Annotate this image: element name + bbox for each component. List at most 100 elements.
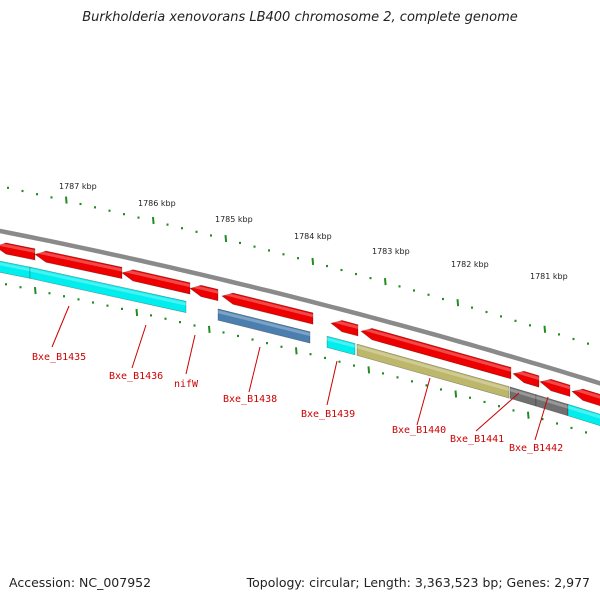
label-leader-line <box>131 324 147 369</box>
gene-arrow-red-body <box>330 320 359 337</box>
gene-bar-blue <box>217 308 311 344</box>
gene-arrow-red-body <box>221 292 314 325</box>
inner-tick <box>440 388 442 391</box>
gene-arrow-red <box>571 386 600 407</box>
scale-major-tick <box>152 216 155 225</box>
scale-dot <box>398 285 401 288</box>
gene-bar-cyan-body <box>326 335 356 356</box>
label-leader-line <box>185 334 196 375</box>
scale-dots <box>7 186 589 345</box>
gene-bar-cyan-highlight <box>30 268 186 306</box>
gene-label: Bxe_B1439 <box>301 409 355 420</box>
gene-arrow-red <box>512 369 540 388</box>
gene-arrow-red-highlight <box>222 291 313 318</box>
inner-tick <box>92 301 94 304</box>
scale-dot <box>442 297 444 301</box>
gene-bar-cyan-highlight <box>327 337 355 348</box>
gene-bar-cyan-highlight <box>568 405 600 419</box>
gene-arrow-red <box>360 326 512 380</box>
inner-tick <box>309 353 312 356</box>
gene-arrow-red <box>189 284 219 302</box>
inner-major-tick <box>527 411 530 419</box>
scale-dot <box>587 342 589 345</box>
inner-major-tick <box>295 347 298 355</box>
inner-tick <box>556 422 558 425</box>
scale-dot <box>21 189 24 193</box>
inner-tick <box>280 345 283 348</box>
gene-arrow-red-highlight <box>190 284 218 294</box>
scale-label: 1782 kbp <box>451 260 489 269</box>
scale-label: 1781 kbp <box>530 272 568 281</box>
gene-arrow-red <box>539 377 571 397</box>
inner-major-tick <box>454 390 458 398</box>
inner-tick <box>77 298 80 301</box>
inner-tick <box>251 338 254 341</box>
scale-dot <box>471 306 473 309</box>
gene-label: Bxe_B1442 <box>509 443 563 454</box>
gene-arrow-red-highlight <box>513 369 539 381</box>
scale-dot <box>108 209 111 212</box>
scale-dot <box>166 223 169 226</box>
gene-label: Bxe_B1440 <box>392 425 446 436</box>
scale-dot <box>137 216 140 219</box>
scale-dot <box>282 253 285 256</box>
gene-arrow-red <box>121 268 191 295</box>
scale-label: 1786 kbp <box>138 199 176 208</box>
backbone-line <box>0 228 600 386</box>
scale-major-tick <box>543 325 547 333</box>
scale-dot <box>485 310 488 314</box>
gene-bar-cyan-body <box>29 266 187 313</box>
inner-major-tick <box>34 287 37 295</box>
inner-tick-marks <box>5 283 587 434</box>
scale-dot <box>181 227 183 230</box>
gene-label: Bxe_B1435 <box>32 352 86 363</box>
inner-tick <box>164 317 167 320</box>
label-leader-line <box>534 396 549 441</box>
scale-major-tick <box>311 257 315 266</box>
gene-arrow-red-highlight <box>331 318 358 329</box>
inner-tick <box>353 364 355 367</box>
gene-bar-gray-highlight <box>536 395 568 409</box>
scale-dot <box>268 249 270 252</box>
gene-arrow-red-body <box>360 328 512 380</box>
inner-tick <box>338 360 341 363</box>
inner-tick <box>483 400 486 404</box>
accession-label: Accession: NC_007952 <box>9 575 152 590</box>
gene-arrow-red <box>0 242 36 261</box>
gene-arrow-red-body <box>571 388 600 407</box>
scale-major-tick <box>224 234 228 243</box>
gene-arrow-red-body <box>34 250 123 279</box>
gene-arrow-red-highlight <box>35 250 122 272</box>
inner-tick <box>106 304 109 307</box>
gene-arrow-red-highlight <box>122 268 190 288</box>
gene-arrow-red <box>34 250 123 279</box>
gene-arrow-red-highlight <box>572 386 600 399</box>
scale-dot <box>79 202 82 206</box>
gene-label: Bxe_B1436 <box>109 371 163 382</box>
gene-labels: Bxe_B1435 Bxe_B1436 nifW Bxe_B1438 Bxe_B1439… <box>32 305 563 454</box>
label-leader-line <box>416 377 431 426</box>
inner-tick <box>585 431 587 434</box>
inner-tick <box>193 324 196 327</box>
gene-bar-cyan-highlight <box>0 262 30 272</box>
gene-arrow-red-body <box>121 269 191 295</box>
scale-dot <box>239 241 241 244</box>
inner-tick <box>541 418 544 421</box>
gene-bar-blue-body <box>217 308 311 344</box>
scale-dot <box>123 213 125 216</box>
inner-major-tick <box>367 366 371 374</box>
gene-bar-khaki-body <box>356 343 510 399</box>
gene-bar-gray <box>535 394 569 417</box>
scale-label: 1787 kbp <box>59 182 97 191</box>
inner-tick <box>237 334 239 338</box>
gene-bar-gray-highlight <box>510 388 536 399</box>
scale-dot <box>500 315 502 318</box>
scale-dot <box>558 333 560 336</box>
gene-bar-cyan <box>326 335 356 356</box>
gene-bar-khaki <box>356 343 510 399</box>
scale-dot <box>94 206 96 209</box>
gene-arrow-red <box>221 291 314 325</box>
gene-arrow-red-highlight <box>361 326 511 372</box>
inner-tick <box>469 396 471 399</box>
gene-arrow-red <box>330 318 359 337</box>
